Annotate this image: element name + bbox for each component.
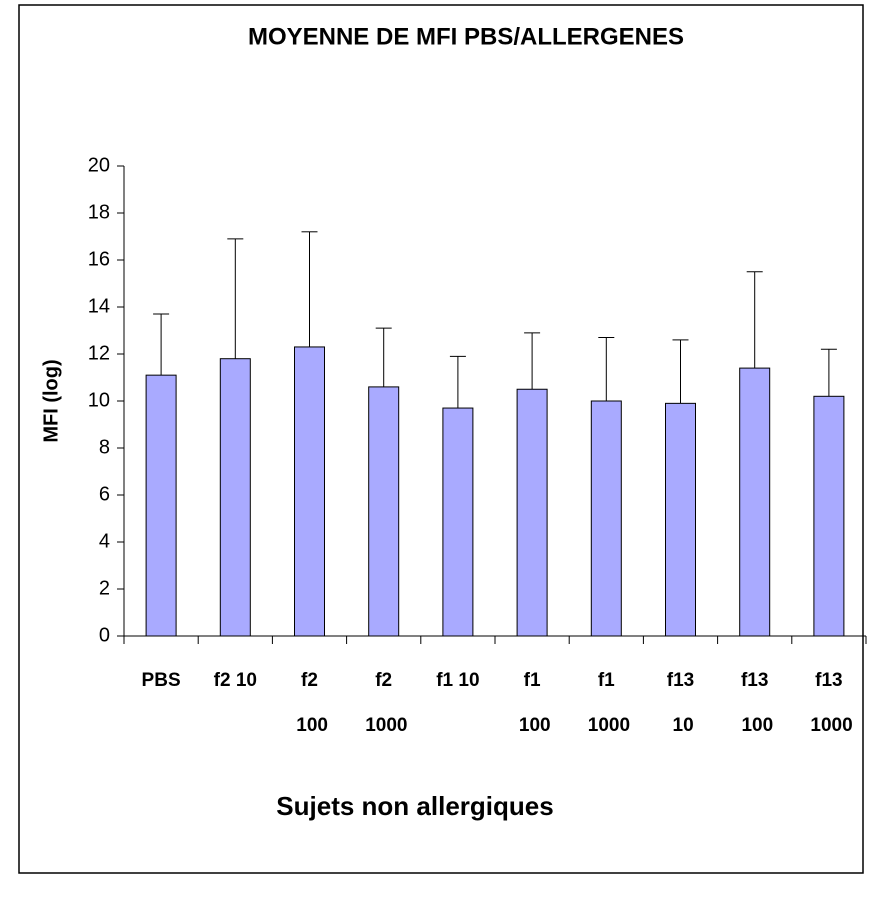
x-tick-label: f1 1000 [583, 670, 631, 736]
x-axis-label: Sujets non allergiques [276, 791, 553, 821]
bar [813, 395, 845, 637]
bar [665, 402, 696, 637]
bar [516, 388, 548, 637]
y-axis-label: MFI (log) [40, 359, 62, 442]
bar [590, 400, 622, 637]
x-tick-label: f1 100 [514, 670, 551, 736]
bar [739, 367, 771, 637]
x-tick-label: f13 1000 [805, 670, 853, 736]
bar [294, 346, 325, 637]
chart-title: MOYENNE DE MFI PBS/ALLERGENES [248, 23, 684, 50]
y-tick-label: 16 [88, 248, 110, 270]
x-tick-label: f13 10 [667, 670, 694, 736]
x-tick-label: PBS [142, 670, 181, 691]
x-tick-label: f2 100 [291, 670, 328, 736]
y-tick-label: 8 [99, 436, 110, 458]
bar [219, 358, 251, 637]
y-tick-label: 0 [99, 624, 110, 646]
y-tick-label: 2 [99, 577, 110, 599]
y-tick-label: 6 [99, 483, 110, 505]
y-tick-label: 10 [88, 389, 110, 411]
bar [368, 386, 400, 637]
y-tick-label: 4 [99, 530, 110, 552]
y-tick-label: 14 [88, 295, 110, 317]
x-tick-label: f13 100 [736, 670, 773, 736]
x-tick-label: f1 10 [436, 670, 479, 691]
bar [442, 407, 474, 637]
x-tick-label: f2 1000 [360, 670, 408, 736]
y-tick-label: 12 [88, 342, 110, 364]
x-tick-label: f2 10 [214, 670, 257, 691]
y-tick-label: 18 [88, 201, 110, 223]
bar [145, 374, 177, 637]
y-tick-label: 20 [88, 154, 110, 176]
